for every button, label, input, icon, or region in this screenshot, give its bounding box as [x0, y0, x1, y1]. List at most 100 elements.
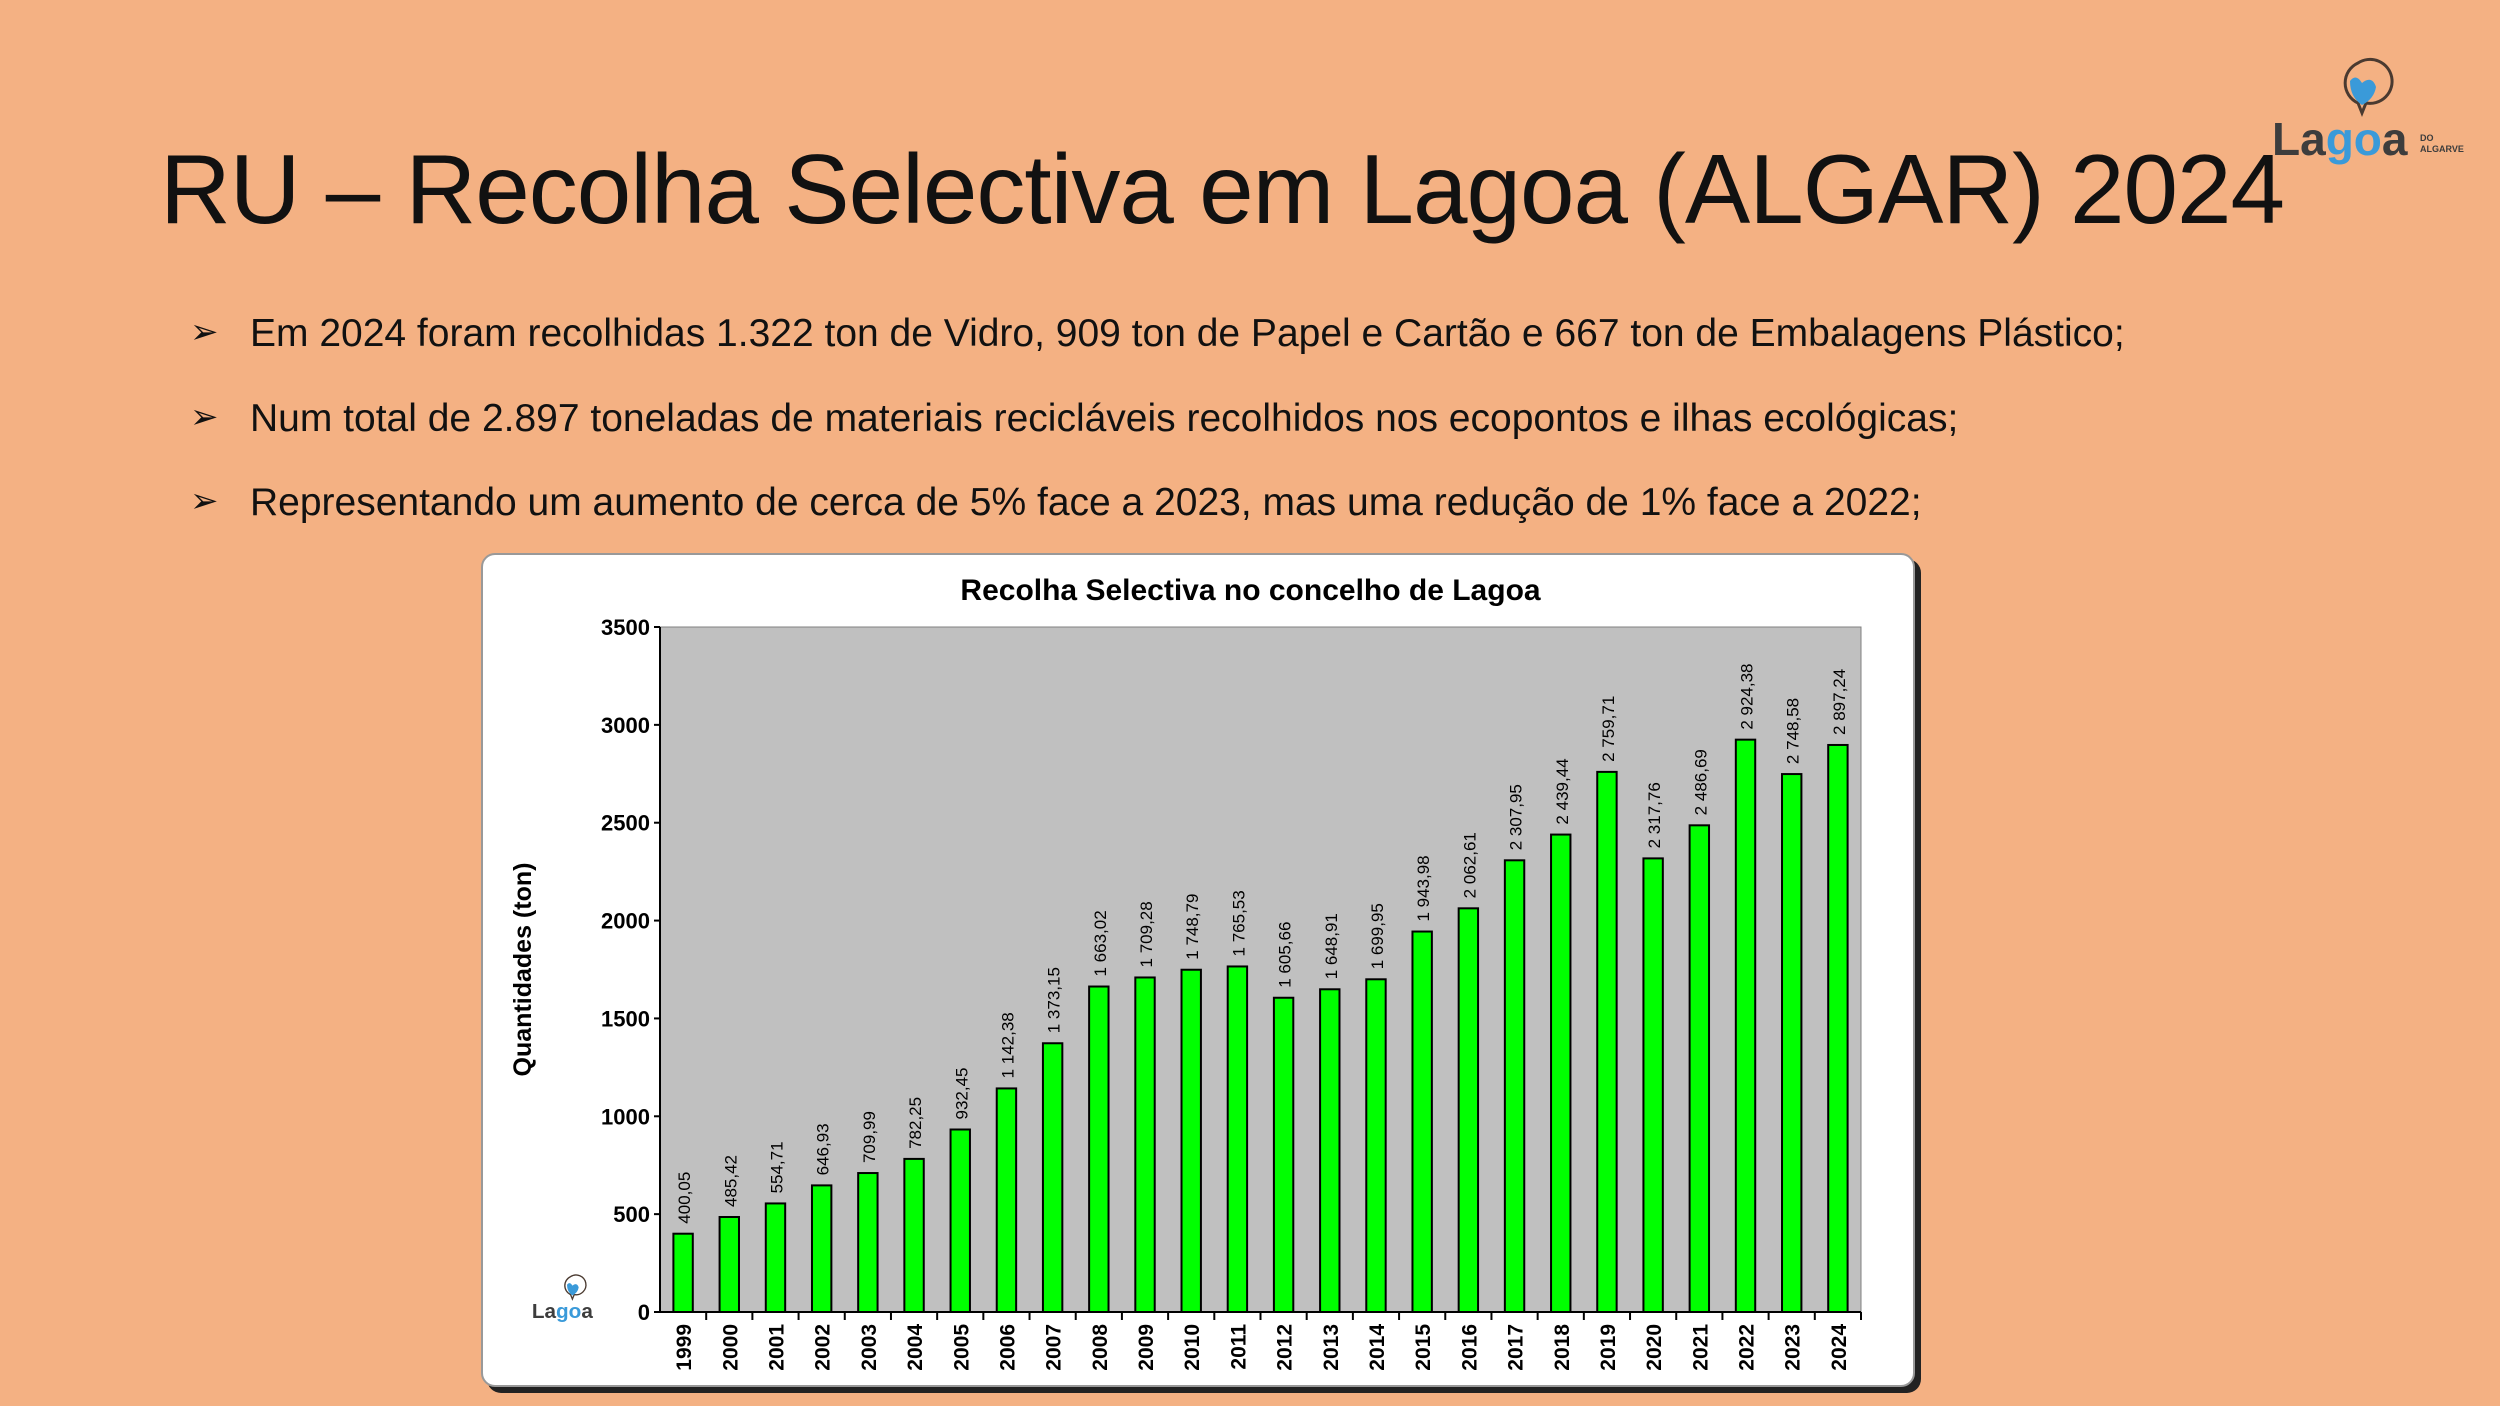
data-label: 2 897,24 [1830, 669, 1849, 735]
x-tick-label: 2015 [1412, 1324, 1435, 1371]
bar [1596, 770, 1618, 1314]
bar-chart: Recolha Selectiva no concelho de Lagoa 0 5… [509, 574, 1862, 1371]
data-label: 1 373,15 [1045, 967, 1064, 1033]
chart-title: Recolha Selectiva no concelho de Lagoa [960, 574, 1540, 607]
bullet-item: ➢ Em 2024 foram recolhidas 1.322 ton de V… [190, 312, 2125, 397]
bar [1734, 738, 1757, 1314]
x-tick-label: 2016 [1458, 1324, 1481, 1371]
data-label: 1 943,98 [1414, 855, 1433, 921]
x-tick-label: 2024 [1828, 1324, 1851, 1371]
bullet-text: Representando um aumento de cerca de 5% … [250, 481, 1922, 524]
data-label: 400,05 [675, 1172, 694, 1224]
x-tick-label: 2007 [1043, 1324, 1066, 1371]
y-tick-label: 0 [638, 1300, 650, 1325]
data-label: 1 709,28 [1137, 901, 1156, 967]
bar [1088, 985, 1110, 1313]
data-label: 646,93 [814, 1123, 833, 1175]
bar [949, 1128, 971, 1314]
x-tick-label: 2022 [1736, 1324, 1759, 1371]
x-tick-label: 2023 [1782, 1324, 1805, 1371]
y-tick-label: 2000 [601, 909, 650, 934]
y-tick-label: 1500 [601, 1006, 650, 1031]
x-tick-label: 2017 [1505, 1324, 1528, 1371]
y-tick-label: 500 [613, 1202, 650, 1227]
x-tick-label: 2014 [1366, 1324, 1389, 1371]
x-tick-label: 2008 [1089, 1324, 1112, 1371]
svg-text:ALGARVE: ALGARVE [2420, 144, 2464, 154]
data-label: 1 765,53 [1229, 890, 1248, 956]
bar [995, 1087, 1018, 1313]
slide-title: RU – Recolha Selectiva em Lagoa (ALGAR) … [160, 134, 2285, 244]
data-label: 782,25 [906, 1097, 925, 1149]
bar [1827, 743, 1849, 1313]
x-tick-label: 2020 [1643, 1324, 1666, 1371]
bar [857, 1172, 879, 1313]
x-tick-label: 2001 [765, 1324, 788, 1371]
bar [672, 1232, 694, 1314]
svg-text:DO: DO [2420, 133, 2434, 143]
data-label: 485,42 [721, 1155, 740, 1207]
bullet-item: ➢ Representando um aumento de cerca de 5%… [190, 481, 2125, 566]
bar [1688, 824, 1711, 1313]
lagoa-logo: Lagoa DO ALGARVE [2272, 57, 2464, 165]
y-axis-label: Quantidades (ton) [509, 863, 537, 1077]
bar [1457, 907, 1480, 1313]
data-label: 1 142,38 [998, 1012, 1017, 1078]
bullet-list: ➢ Em 2024 foram recolhidas 1.322 ton de V… [190, 312, 2125, 566]
bullet-item: ➢ Num total de 2.897 toneladas de materia… [190, 397, 2125, 482]
data-label: 2 439,44 [1553, 758, 1572, 824]
data-label: 2 307,95 [1507, 784, 1526, 850]
x-tick-label: 2018 [1551, 1324, 1574, 1371]
bar [1319, 988, 1341, 1313]
arrow-right-icon: ➢ [190, 482, 219, 520]
x-tick-label: 2021 [1689, 1324, 1712, 1371]
x-tick-label: 1999 [673, 1324, 696, 1371]
bar [1550, 833, 1572, 1313]
lagoa-logo-small: Lagoa [532, 1274, 593, 1323]
chart-container: Recolha Selectiva no concelho de Lagoa 0 5… [481, 553, 1915, 1387]
data-label: 1 648,91 [1322, 913, 1341, 979]
x-tick-label: 2010 [1181, 1324, 1204, 1371]
x-tick-label: 2009 [1135, 1324, 1158, 1371]
bullet-text: Em 2024 foram recolhidas 1.322 ton de Vi… [250, 312, 2125, 355]
plot-area [659, 626, 1862, 1313]
data-label: 1 748,79 [1183, 894, 1202, 960]
data-label: 2 759,71 [1599, 696, 1618, 762]
data-label: 2 317,76 [1645, 782, 1664, 848]
x-tick-label: 2002 [812, 1324, 835, 1371]
bar [810, 1184, 833, 1313]
bar [903, 1157, 925, 1314]
svg-text:Lagoa: Lagoa [532, 1300, 593, 1323]
data-label: 1 699,95 [1368, 903, 1387, 969]
svg-text:Lagoa: Lagoa [2272, 113, 2408, 165]
x-tick-label: 2003 [858, 1324, 881, 1371]
bar [764, 1202, 787, 1313]
data-label: 554,71 [767, 1141, 786, 1193]
arrow-right-icon: ➢ [190, 397, 219, 436]
data-label: 1 663,02 [1091, 910, 1110, 976]
x-tick-label: 2012 [1274, 1324, 1297, 1371]
data-label: 2 924,38 [1738, 663, 1757, 729]
data-label: 1 605,66 [1276, 922, 1295, 988]
bar [1365, 978, 1387, 1313]
x-tick-label: 2019 [1597, 1324, 1620, 1371]
bar [1272, 996, 1295, 1313]
data-label: 2 486,69 [1691, 749, 1710, 815]
y-tick-label: 2500 [601, 811, 650, 836]
data-label: 709,99 [860, 1111, 879, 1163]
y-tick-label: 3500 [601, 615, 650, 640]
bar [1134, 976, 1156, 1313]
bar [1781, 773, 1803, 1314]
x-tick-label: 2005 [950, 1324, 973, 1371]
y-tick-label: 3000 [601, 713, 650, 738]
x-tick-label: 2011 [1227, 1324, 1250, 1370]
bar [1226, 965, 1249, 1313]
x-tick-label: 2000 [719, 1324, 742, 1371]
bar [1180, 968, 1202, 1313]
x-tick-label: 2006 [996, 1324, 1019, 1371]
data-label: 2 062,61 [1460, 832, 1479, 898]
bullet-text: Num total de 2.897 toneladas de materiai… [250, 396, 1959, 440]
bar [718, 1215, 740, 1314]
x-tick-label: 2004 [904, 1324, 927, 1371]
bar [1041, 1042, 1064, 1313]
